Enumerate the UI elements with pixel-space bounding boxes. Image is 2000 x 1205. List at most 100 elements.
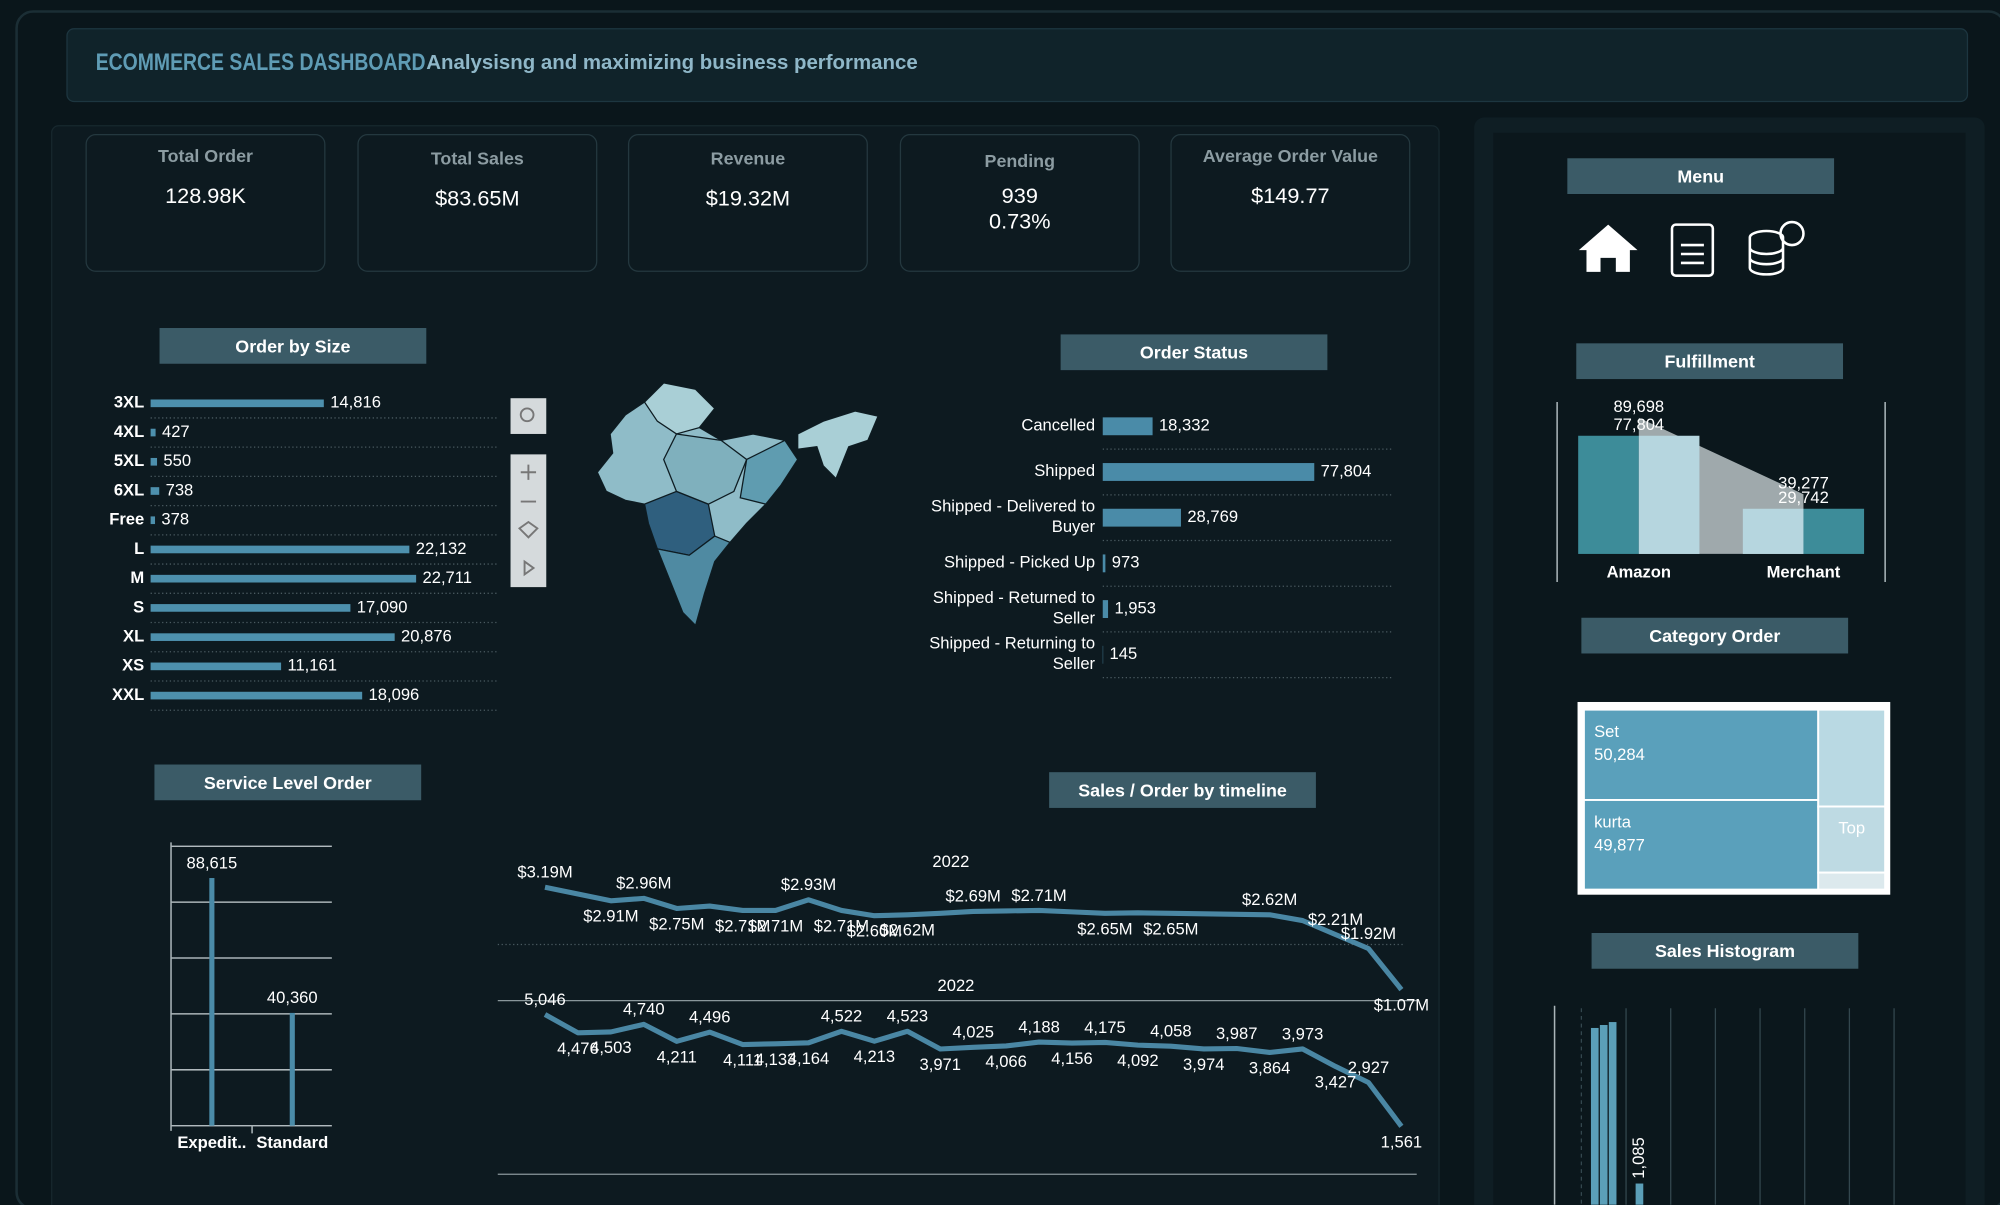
y-tick-label: 6XL	[114, 480, 144, 499]
map-search[interactable]	[510, 398, 547, 434]
value-label: 22,711	[423, 568, 472, 587]
menu-icons	[1578, 220, 1805, 277]
kpi-card: Average Order Value $149.77	[1170, 134, 1411, 272]
kpi-value: $19.32M	[705, 186, 791, 211]
value-label: 88,615	[187, 853, 238, 872]
value-label: 145	[1110, 644, 1138, 663]
kpi-share: 0.73%	[989, 209, 1051, 234]
value-label: 4,175	[1084, 1018, 1126, 1037]
kpi-card: Total Order 128.98K	[85, 134, 326, 272]
outer-frame	[15, 10, 2000, 1205]
bar	[1638, 435, 1700, 554]
treemap-tile	[1582, 799, 1820, 891]
bar	[289, 1012, 295, 1126]
y-tick-label: Shipped - Delivered to Buyer	[931, 497, 1096, 536]
value-label: 18,096	[369, 685, 420, 704]
map	[596, 382, 879, 627]
value-label: $2.75M	[649, 914, 704, 933]
y-tick-label: Shipped - Picked Up	[944, 553, 1095, 572]
value-label: 77,804	[1321, 461, 1372, 480]
panel-title: Order by Size	[159, 328, 427, 364]
cloud-icon	[1779, 220, 1805, 247]
value-label: 77,804	[1613, 415, 1664, 434]
panel-title: Order Status	[1060, 334, 1328, 371]
value-label: 29,742	[1778, 488, 1829, 507]
home-icon[interactable]	[1578, 224, 1638, 272]
kpi-card: Total Sales $83.65M	[357, 134, 598, 272]
histogram-bar	[1599, 1025, 1608, 1205]
value-label: 89,698	[1613, 397, 1664, 416]
value-label: $1.92M	[1341, 924, 1396, 943]
value-label: 378	[161, 510, 189, 529]
tile-label: kurta	[1594, 812, 1632, 831]
value-label: 5,046	[524, 990, 566, 1009]
value-label: $2.65M	[1077, 919, 1132, 938]
value-label: $2.62M	[880, 921, 935, 940]
panel-title: Service Level Order	[154, 764, 422, 801]
tile-value: 49,877	[1594, 835, 1645, 854]
menu-title: Menu	[1567, 158, 1835, 195]
value-label: 3,971	[920, 1055, 961, 1074]
kpi-value: 939	[1001, 183, 1038, 209]
bar	[1102, 463, 1315, 481]
x-tick-label: Expedit..	[177, 1133, 246, 1152]
main-panel	[51, 125, 1440, 1205]
y-tick-label: Shipped - Returning to Seller	[929, 634, 1095, 673]
search-icon	[519, 407, 535, 423]
value-label: $2.71M	[1011, 886, 1066, 905]
bar	[150, 487, 160, 495]
bar	[150, 545, 410, 554]
value-label: $1.07M	[1374, 996, 1429, 1015]
bar	[150, 399, 324, 408]
data-icon[interactable]	[1748, 229, 1785, 276]
line	[544, 884, 1404, 992]
value-label: 4,111	[723, 1050, 762, 1069]
y-tick-label: Shipped - Returned to Seller	[933, 588, 1096, 627]
map-region	[656, 535, 732, 627]
value-label: 1,953	[1114, 598, 1156, 617]
y-tick-label: S	[133, 597, 144, 616]
x-tick-label: Amazon	[1607, 562, 1671, 581]
value-label: 4,066	[985, 1052, 1026, 1071]
bar	[1102, 417, 1153, 436]
value-label: 3,973	[1282, 1024, 1324, 1043]
value-label: 4,156	[1051, 1049, 1093, 1068]
kpi-label: Average Order Value	[1202, 145, 1378, 166]
value-label: 4,025	[952, 1023, 993, 1042]
value-label: 20,876	[401, 627, 452, 646]
value-label: $2.69M	[946, 887, 1001, 906]
tile-label: Top	[1838, 819, 1865, 838]
value-label: 4,213	[854, 1047, 895, 1066]
kpi-value: 128.98K	[165, 183, 246, 209]
y-tick-label: 4XL	[114, 422, 144, 441]
value-label: 11,161	[287, 656, 336, 675]
bar	[1742, 508, 1804, 554]
bar	[1102, 600, 1109, 618]
y-tick-label: L	[134, 539, 144, 558]
treemap-tile	[1817, 871, 1887, 891]
kpi-value: $149.77	[1251, 183, 1330, 209]
value-label: 18,332	[1159, 416, 1210, 435]
header-bar: ECOMMERCE SALES DASHBOARD Analysisng and…	[66, 28, 1969, 103]
line	[543, 1012, 1404, 1128]
value-label: 3,864	[1249, 1058, 1290, 1077]
y-tick-label: XS	[122, 656, 144, 675]
bar	[209, 878, 215, 1126]
y-tick-label: M	[130, 568, 144, 587]
report-icon[interactable]	[1670, 223, 1715, 277]
value-label: $2.91M	[583, 907, 638, 926]
value-label: 427	[162, 422, 190, 441]
value-label: $2.62M	[1242, 890, 1297, 909]
value-label: $2.71M	[814, 916, 869, 935]
panel-title: Sales Histogram	[1591, 932, 1859, 969]
bar	[1803, 508, 1865, 554]
map-controls	[510, 398, 547, 588]
map-region	[797, 410, 879, 480]
value-label: 3,974	[1183, 1055, 1225, 1074]
x-axis-label: 2022	[932, 852, 969, 871]
value-label: 3,427	[1315, 1072, 1357, 1091]
y-tick-label: 3XL	[114, 393, 144, 412]
value-label: $2.93M	[781, 875, 836, 894]
value-label: 4,211	[657, 1047, 697, 1066]
